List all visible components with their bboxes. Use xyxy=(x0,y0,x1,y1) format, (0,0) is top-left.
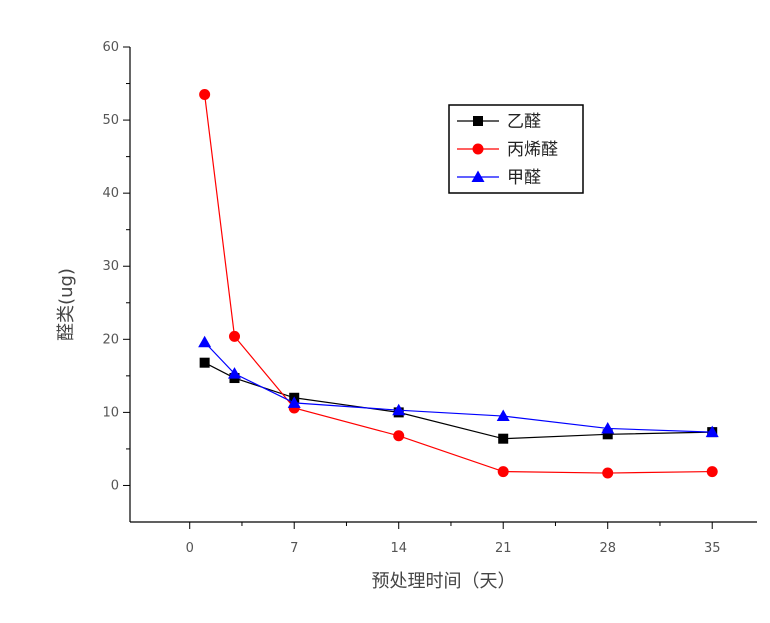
y-tick-label: 30 xyxy=(102,259,119,274)
legend-label: 乙醛 xyxy=(507,112,541,132)
data-point xyxy=(602,429,613,440)
y-tick-label: 50 xyxy=(102,113,119,128)
x-tick-label: 0 xyxy=(186,541,194,556)
x-tick-label: 21 xyxy=(495,541,512,556)
legend-marker xyxy=(471,170,485,182)
data-point xyxy=(601,421,615,434)
axes: 0 10 20 30 40 50 60 0 7 14 21 28 35 xyxy=(102,40,757,556)
series-line-3 xyxy=(204,341,713,433)
data-point xyxy=(496,409,510,422)
data-point xyxy=(497,466,509,478)
data-point xyxy=(392,403,406,416)
data-point xyxy=(706,466,718,478)
x-tick-label: 7 xyxy=(290,541,298,556)
y-tick-label: 20 xyxy=(102,332,119,347)
data-point xyxy=(498,433,509,444)
data-point xyxy=(199,357,210,368)
y-axis-title: 醛类(ug) xyxy=(56,268,77,341)
x-tick-label: 14 xyxy=(390,541,407,556)
data-point xyxy=(229,330,240,342)
series-line-1 xyxy=(204,362,713,440)
y-tick-label: 10 xyxy=(102,405,119,420)
data-point xyxy=(198,335,212,348)
legend-marker xyxy=(472,143,484,155)
data-point xyxy=(393,430,405,442)
y-tick-label: 60 xyxy=(102,40,119,55)
data-point xyxy=(228,367,241,379)
legend-marker xyxy=(473,116,483,126)
y-tick-label: 0 xyxy=(111,478,119,493)
data-point xyxy=(602,467,614,479)
data-point xyxy=(705,425,719,438)
legend-label: 丙烯醛 xyxy=(507,140,558,160)
x-tick-label: 35 xyxy=(704,541,721,556)
x-axis-title: 预处理时间（天） xyxy=(372,571,516,592)
y-tick-label: 40 xyxy=(102,186,119,201)
legend-label: 甲醛 xyxy=(507,168,541,188)
x-tick-label: 28 xyxy=(599,541,616,556)
data-point xyxy=(199,89,211,100)
plot-area xyxy=(198,89,719,479)
data-point xyxy=(287,396,301,408)
